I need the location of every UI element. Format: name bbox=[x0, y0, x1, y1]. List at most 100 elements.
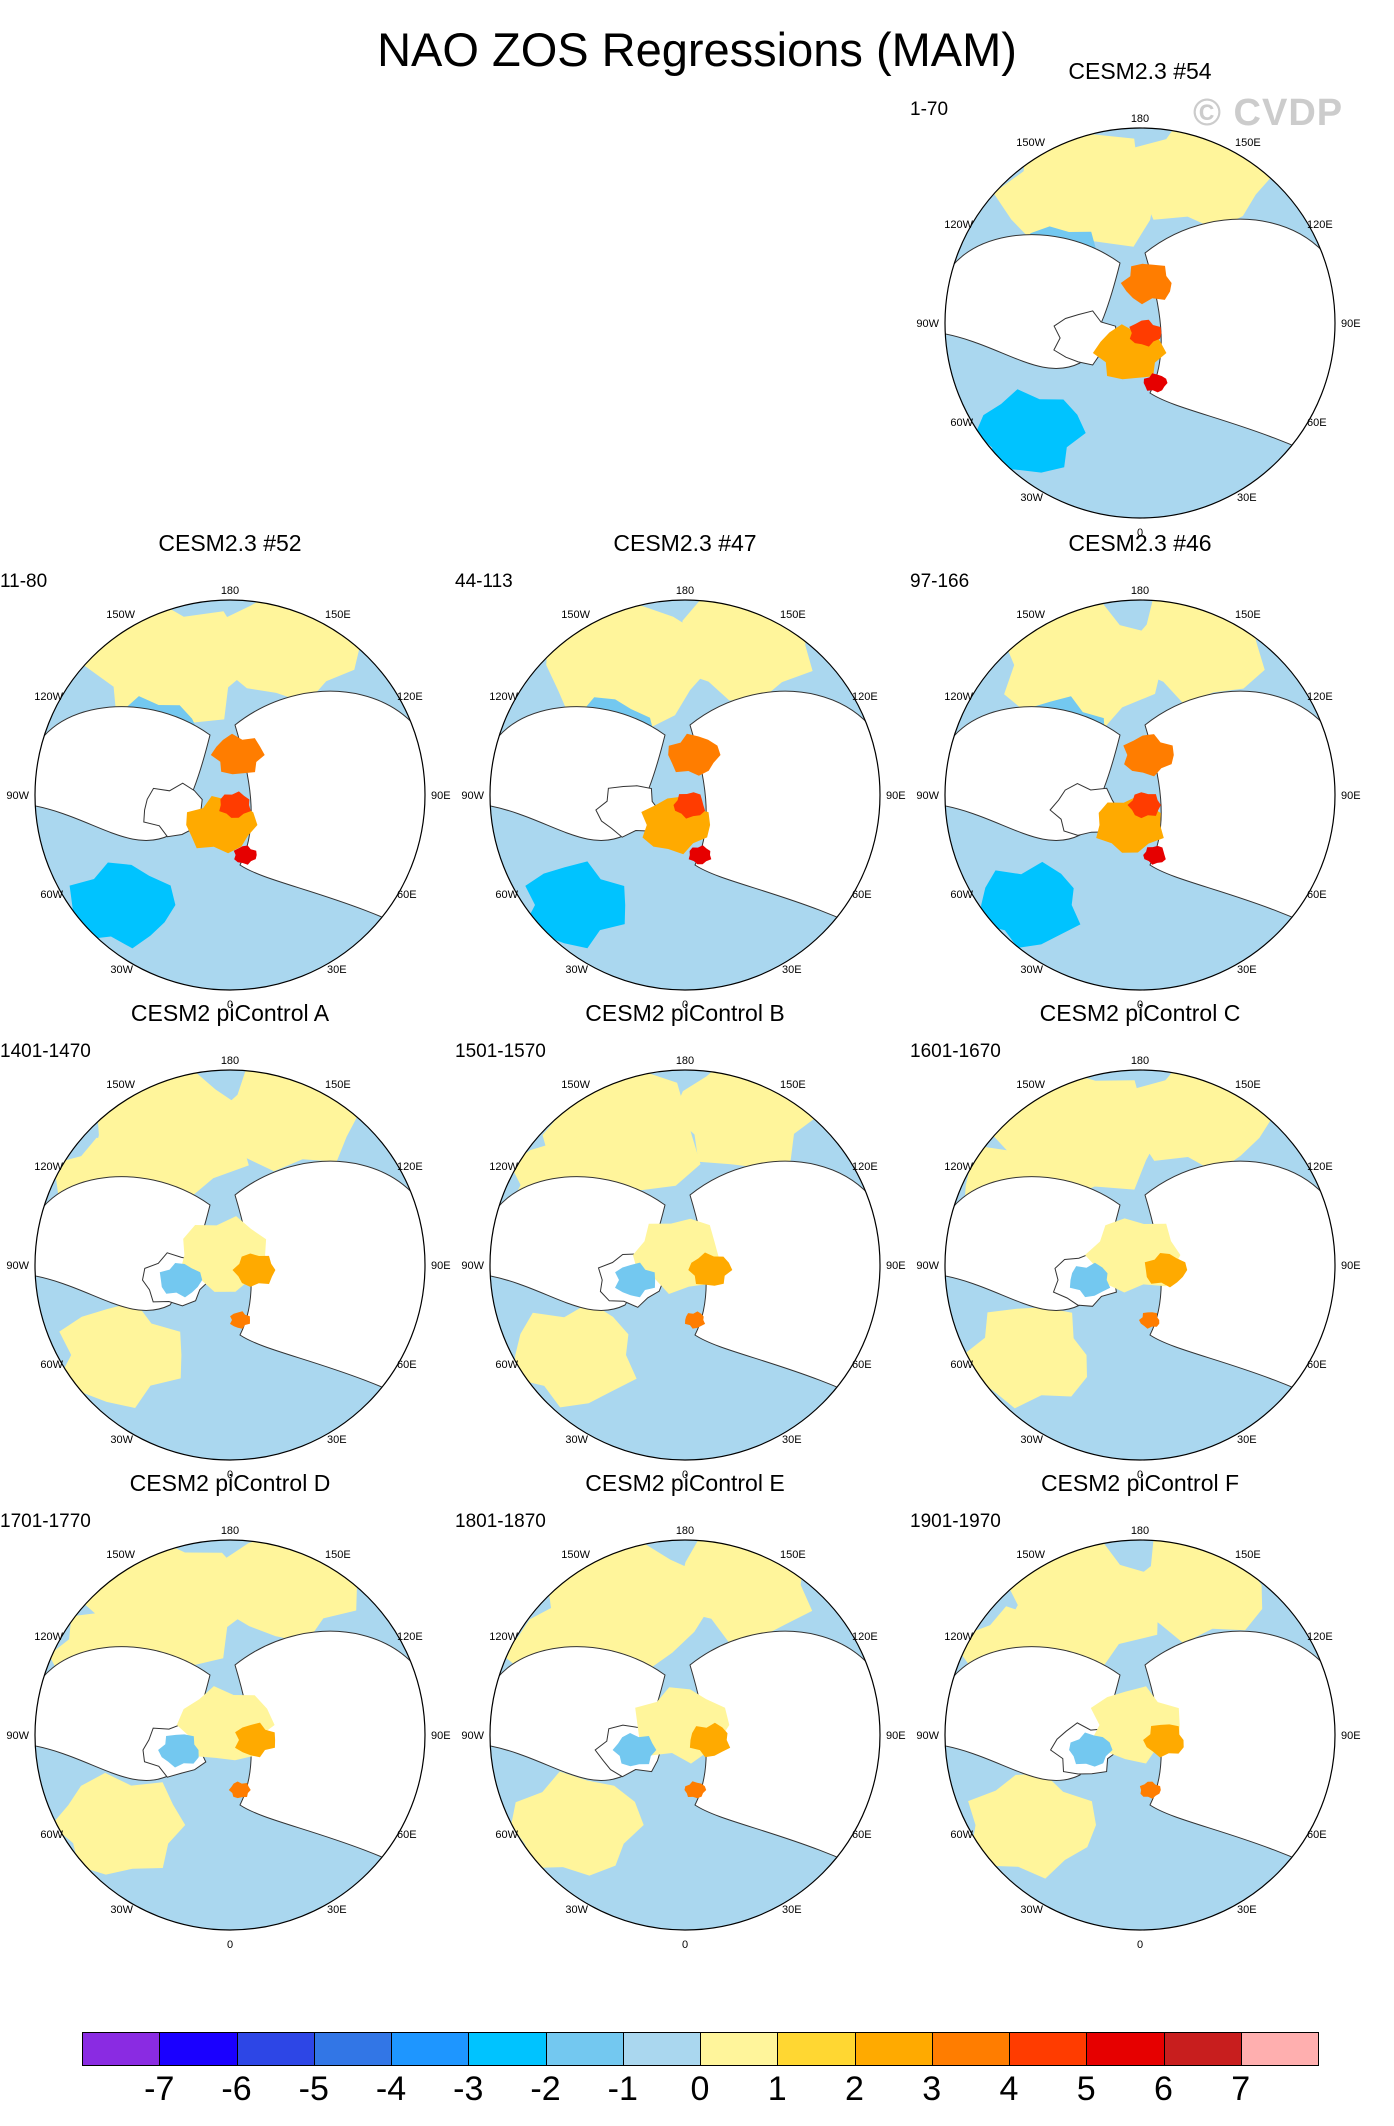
panel-title: CESM2 piControl D bbox=[129, 1470, 331, 1496]
longitude-label-lon_150w: 150W bbox=[561, 1549, 590, 1561]
map-panel-pB: 180 0 90W 90E 150W 150E 120W 120E 60W 60E 30W 30E CE… bbox=[455, 1000, 915, 1481]
longitude-label-lon_30e: 30E bbox=[327, 964, 347, 976]
longitude-label-lon_90w: 90W bbox=[916, 790, 939, 802]
longitude-label-lon_90w: 90W bbox=[916, 1730, 939, 1742]
map-border bbox=[944, 1539, 1336, 1931]
longitude-label-lon_150w: 150W bbox=[1016, 137, 1045, 149]
longitude-label-lon_0: 0 bbox=[227, 1939, 233, 1951]
longitude-label-lon_30w: 30W bbox=[1020, 964, 1043, 976]
positive-anomaly-patch bbox=[968, 1773, 1096, 1879]
polar-stereographic-map: 180 0 90W 90E 150W 150E 120W 120E 60W 60E 30W 30E bbox=[461, 1055, 905, 1481]
longitude-label-lon_120e: 120E bbox=[397, 1631, 423, 1643]
map-border bbox=[944, 599, 1336, 991]
colorbar-tick-label: 6 bbox=[1154, 2070, 1173, 2108]
longitude-label-lon_120e: 120E bbox=[1307, 219, 1333, 231]
colorbar-swatch bbox=[1086, 2032, 1165, 2066]
longitude-label-lon_150w: 150W bbox=[561, 1079, 590, 1091]
longitude-label-lon_120w: 120W bbox=[944, 691, 973, 703]
map-border bbox=[489, 1539, 881, 1931]
panel-period: 1401-1470 bbox=[0, 1041, 91, 1062]
longitude-label-lon_150w: 150W bbox=[561, 609, 590, 621]
longitude-label-lon_30e: 30E bbox=[1237, 1904, 1257, 1916]
longitude-label-lon_120w: 120W bbox=[34, 1161, 63, 1173]
longitude-label-lon_30e: 30E bbox=[1237, 1434, 1257, 1446]
panel-title: CESM2 piControl E bbox=[585, 1470, 785, 1496]
arctic-positive-anomaly bbox=[673, 792, 706, 819]
arctic-positive-anomaly bbox=[1139, 1312, 1160, 1329]
map-panel-pF: 180 0 90W 90E 150W 150E 120W 120E 60W 60E 30W 30E CE… bbox=[910, 1470, 1370, 1951]
longitude-label-lon_60e: 60E bbox=[397, 889, 417, 901]
map-border bbox=[34, 1069, 426, 1461]
longitude-label-lon_30e: 30E bbox=[1237, 492, 1257, 504]
longitude-label-lon_180: 180 bbox=[221, 1525, 239, 1537]
longitude-label-lon_60w: 60W bbox=[495, 889, 518, 901]
arctic-positive-anomaly bbox=[685, 1311, 706, 1329]
polar-stereographic-map: 180 0 90W 90E 150W 150E 120W 120E 60W 60E 30W 30E bbox=[461, 1525, 905, 1951]
polar-stereographic-map: 180 0 90W 90E 150W 150E 120W 120E 60W 60E 30W 30E bbox=[916, 1055, 1360, 1481]
colorbar-swatch bbox=[700, 2032, 779, 2066]
arctic-positive-anomaly bbox=[210, 733, 265, 775]
panel-period: 1501-1570 bbox=[455, 1041, 546, 1062]
negative-anomaly-patch bbox=[69, 862, 176, 949]
longitude-label-lon_30w: 30W bbox=[1020, 1904, 1043, 1916]
longitude-label-lon_150w: 150W bbox=[1016, 609, 1045, 621]
eurasia-land bbox=[1144, 218, 1335, 474]
colorbar-tick-label: -6 bbox=[221, 2070, 252, 2108]
colorbar bbox=[82, 2032, 1319, 2066]
longitude-label-lon_90w: 90W bbox=[461, 1730, 484, 1742]
longitude-label-lon_60w: 60W bbox=[495, 1829, 518, 1841]
longitude-label-lon_30e: 30E bbox=[782, 1434, 802, 1446]
figure-title: NAO ZOS Regressions (MAM) bbox=[377, 23, 1017, 76]
longitude-label-lon_120e: 120E bbox=[397, 1161, 423, 1173]
colorbar-tick-label: -4 bbox=[375, 2070, 407, 2108]
map-border bbox=[944, 1069, 1336, 1461]
arctic-positive-anomaly bbox=[1143, 1724, 1184, 1758]
longitude-label-lon_0: 0 bbox=[1137, 1469, 1143, 1481]
colorbar-tick-label: 2 bbox=[845, 2070, 864, 2108]
map-panel-pE: 180 0 90W 90E 150W 150E 120W 120E 60W 60E 30W 30E CE… bbox=[455, 1470, 915, 1951]
longitude-label-lon_30w: 30W bbox=[1020, 1434, 1043, 1446]
polar-stereographic-map: 180 0 90W 90E 150W 150E 120W 120E 60W 60E 30W 30E bbox=[6, 1525, 451, 1951]
colorbar-tick-label: 4 bbox=[999, 2070, 1019, 2108]
colorbar-tick-label: -7 bbox=[144, 2070, 175, 2108]
colorbar-tick-label: 5 bbox=[1076, 2070, 1096, 2108]
longitude-label-lon_60e: 60E bbox=[397, 1829, 417, 1841]
panel-period: 44-113 bbox=[455, 571, 513, 592]
colorbar-swatch bbox=[545, 2032, 624, 2066]
baffin-negative-anomaly bbox=[159, 1263, 203, 1298]
colorbar-swatch bbox=[82, 2032, 161, 2066]
map-border bbox=[489, 1069, 881, 1461]
longitude-label-lon_30w: 30W bbox=[110, 964, 133, 976]
polar-stereographic-map: 180 0 90W 90E 150W 150E 120W 120E 60W 60E 30W 30E bbox=[916, 1525, 1360, 1951]
longitude-label-lon_90e: 90E bbox=[431, 1260, 451, 1272]
longitude-label-lon_90e: 90E bbox=[431, 1730, 451, 1742]
colorbar-tick-label: 1 bbox=[767, 2070, 787, 2108]
eurasia-land bbox=[1144, 690, 1335, 946]
positive-anomaly-patch bbox=[58, 1301, 182, 1408]
panel-title: CESM2.3 #46 bbox=[1068, 530, 1212, 556]
longitude-label-lon_120e: 120E bbox=[1307, 1161, 1333, 1173]
map-border bbox=[34, 599, 426, 991]
longitude-label-lon_90w: 90W bbox=[916, 318, 939, 330]
longitude-label-lon_120e: 120E bbox=[852, 1631, 878, 1643]
longitude-label-lon_60w: 60W bbox=[950, 1829, 973, 1841]
panel-title: CESM2 piControl B bbox=[585, 1000, 785, 1026]
baffin-negative-anomaly bbox=[158, 1734, 199, 1768]
longitude-label-lon_90w: 90W bbox=[6, 1260, 29, 1272]
negative-anomaly-patch bbox=[979, 861, 1081, 948]
colorbar-swatch bbox=[854, 2032, 933, 2066]
longitude-label-lon_30e: 30E bbox=[782, 1904, 802, 1916]
panel-title: CESM2.3 #54 bbox=[1068, 58, 1212, 84]
longitude-label-lon_90w: 90W bbox=[461, 1260, 484, 1272]
arctic-positive-anomaly bbox=[688, 1252, 733, 1286]
longitude-label-lon_90e: 90E bbox=[1341, 318, 1361, 330]
longitude-label-lon_30w: 30W bbox=[565, 1434, 588, 1446]
longitude-label-lon_90w: 90W bbox=[6, 1730, 29, 1742]
longitude-label-lon_150e: 150E bbox=[325, 609, 351, 621]
longitude-label-lon_180: 180 bbox=[221, 1055, 239, 1067]
arctic-positive-anomaly bbox=[688, 845, 712, 865]
longitude-label-lon_120w: 120W bbox=[489, 1631, 518, 1643]
longitude-label-lon_150e: 150E bbox=[1235, 1079, 1261, 1091]
colorbar-swatch bbox=[931, 2032, 1010, 2066]
longitude-label-lon_180: 180 bbox=[1131, 585, 1149, 597]
